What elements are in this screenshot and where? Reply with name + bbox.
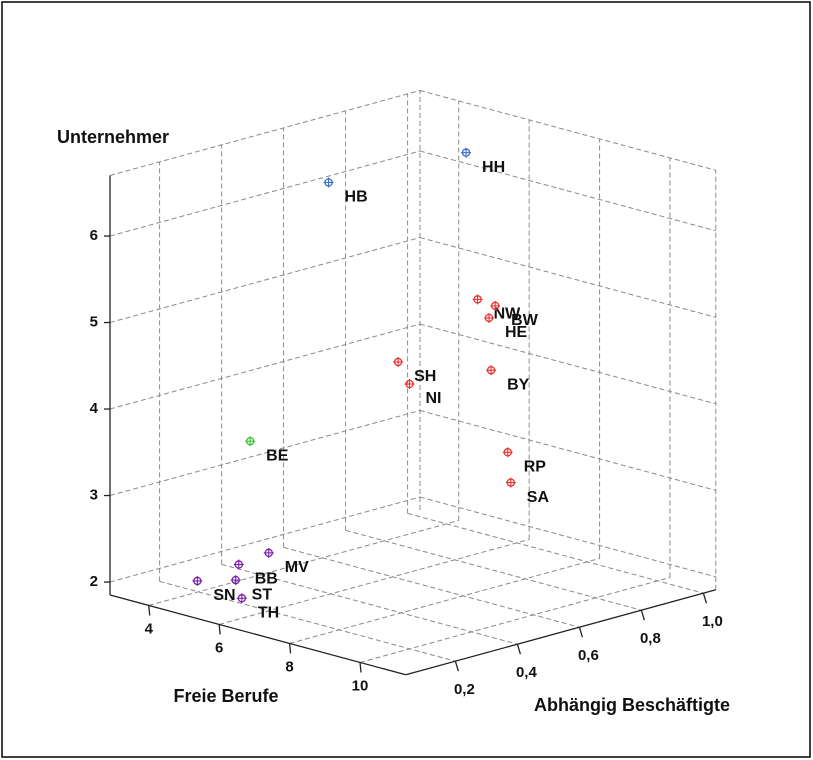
point [505,477,516,488]
point [461,147,472,158]
point-label: NI [426,390,442,407]
y-tick [454,661,460,672]
x-tick [148,605,151,616]
point-label: SH [414,368,436,385]
point [502,447,513,458]
grid-line [109,410,421,497]
point-label: BE [266,447,289,464]
point-label: ST [252,586,273,603]
grid-line [109,150,421,237]
y-tick-label: 0,2 [454,681,475,698]
y-tick-label: 0,6 [578,647,599,664]
point [192,575,203,586]
point [230,575,241,586]
x-tick [288,643,292,654]
point-label: BW [511,312,539,329]
point-label: BY [507,376,530,393]
grid-line [283,546,580,628]
y-tick [578,627,584,638]
x-tick-label: 6 [215,639,223,656]
point-label: NW [494,306,522,323]
y-tick-label: 0,4 [516,664,538,681]
grid-line [419,237,716,318]
point-label: RP [524,459,547,476]
z-tick-label: 5 [90,313,98,330]
point-label: MV [285,559,309,576]
grid-line [148,519,459,606]
grid-line [359,576,671,663]
grid-line [109,323,421,410]
z-tick-label: 4 [90,400,99,417]
point [472,294,483,305]
point [245,436,256,447]
point [236,593,247,604]
grid-line [289,557,600,644]
point [404,379,415,390]
point-label: SN [213,587,235,604]
grid-line [345,529,642,611]
point [486,365,497,376]
grid-line [419,496,716,578]
grid-line [219,538,530,625]
grid-line [109,496,421,583]
point-label: SA [527,489,550,506]
x-axis-line [109,594,406,676]
grid-edge [109,89,421,176]
grid-line [419,410,716,491]
x-axis-label: Freie Berufe [173,686,278,706]
point [233,559,244,570]
grid-line [109,237,421,324]
grid-line [419,323,716,405]
x-tick-label: 10 [352,677,369,694]
point [323,177,334,188]
y-tick [702,593,708,604]
point-label: HB [345,189,368,206]
point-label: HH [482,159,505,176]
point [393,356,404,367]
point [483,312,494,323]
point [263,547,274,558]
x-tick [359,662,362,673]
point-label: BB [255,571,278,588]
grid-line [419,150,716,232]
grid-edge [419,89,716,171]
z-tick-label: 3 [90,486,98,503]
y-tick-label: 0,8 [640,630,661,647]
grid-line [221,563,518,645]
y-axis-label: Abhängig Beschäftigte [534,695,730,715]
z-axis-label: Unternehmer [57,127,169,147]
y-axis-line [405,589,716,676]
point-label: TH [258,604,279,621]
z-tick-label: 6 [90,227,98,244]
z-tick-label: 2 [90,573,98,590]
x-tick-label: 8 [285,658,293,675]
y-tick [640,610,646,621]
x-tick [218,624,221,635]
x-tick-label: 4 [145,620,154,637]
y-tick-label: 1,0 [702,613,723,630]
grid-line [159,580,456,662]
point [490,300,501,311]
grid-line [407,512,704,594]
y-tick [516,644,522,655]
point-label: HE [505,324,528,341]
